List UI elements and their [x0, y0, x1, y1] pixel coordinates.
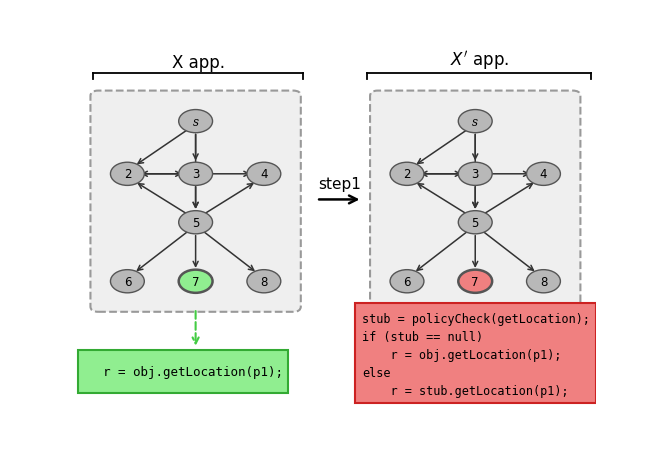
Text: stub = policyCheck(getLocation);
if (stub == null)
    r = obj.getLocation(p1);
: stub = policyCheck(getLocation); if (stu… [362, 312, 591, 397]
Circle shape [458, 270, 492, 293]
Text: 4: 4 [540, 168, 547, 181]
Text: step1: step1 [318, 176, 361, 191]
Text: X app.: X app. [171, 54, 224, 72]
Text: r = obj.getLocation(p1);: r = obj.getLocation(p1); [103, 365, 283, 378]
Text: 8: 8 [260, 275, 267, 288]
Text: 6: 6 [124, 275, 131, 288]
Text: 6: 6 [403, 275, 410, 288]
Circle shape [526, 270, 561, 293]
Circle shape [526, 163, 561, 186]
FancyBboxPatch shape [77, 351, 288, 393]
FancyBboxPatch shape [355, 303, 596, 403]
Circle shape [458, 110, 492, 133]
Circle shape [458, 163, 492, 186]
FancyBboxPatch shape [370, 91, 581, 312]
Text: 3: 3 [471, 168, 479, 181]
Text: 2: 2 [124, 168, 131, 181]
Text: 7: 7 [192, 275, 199, 288]
Text: 7: 7 [471, 275, 479, 288]
Circle shape [247, 270, 281, 293]
FancyBboxPatch shape [91, 91, 301, 312]
Circle shape [458, 211, 492, 234]
Text: $X'$ app.: $X'$ app. [449, 49, 508, 72]
Text: 8: 8 [540, 275, 547, 288]
Text: 5: 5 [192, 216, 199, 229]
Text: 5: 5 [471, 216, 479, 229]
Text: 4: 4 [260, 168, 267, 181]
Circle shape [111, 163, 144, 186]
Circle shape [111, 270, 144, 293]
Text: 3: 3 [192, 168, 199, 181]
Circle shape [179, 270, 213, 293]
Text: s: s [472, 116, 478, 128]
Text: 2: 2 [403, 168, 410, 181]
Circle shape [247, 163, 281, 186]
Circle shape [179, 110, 213, 133]
Circle shape [179, 163, 213, 186]
Circle shape [390, 270, 424, 293]
Text: s: s [193, 116, 199, 128]
Circle shape [179, 211, 213, 234]
Circle shape [390, 163, 424, 186]
